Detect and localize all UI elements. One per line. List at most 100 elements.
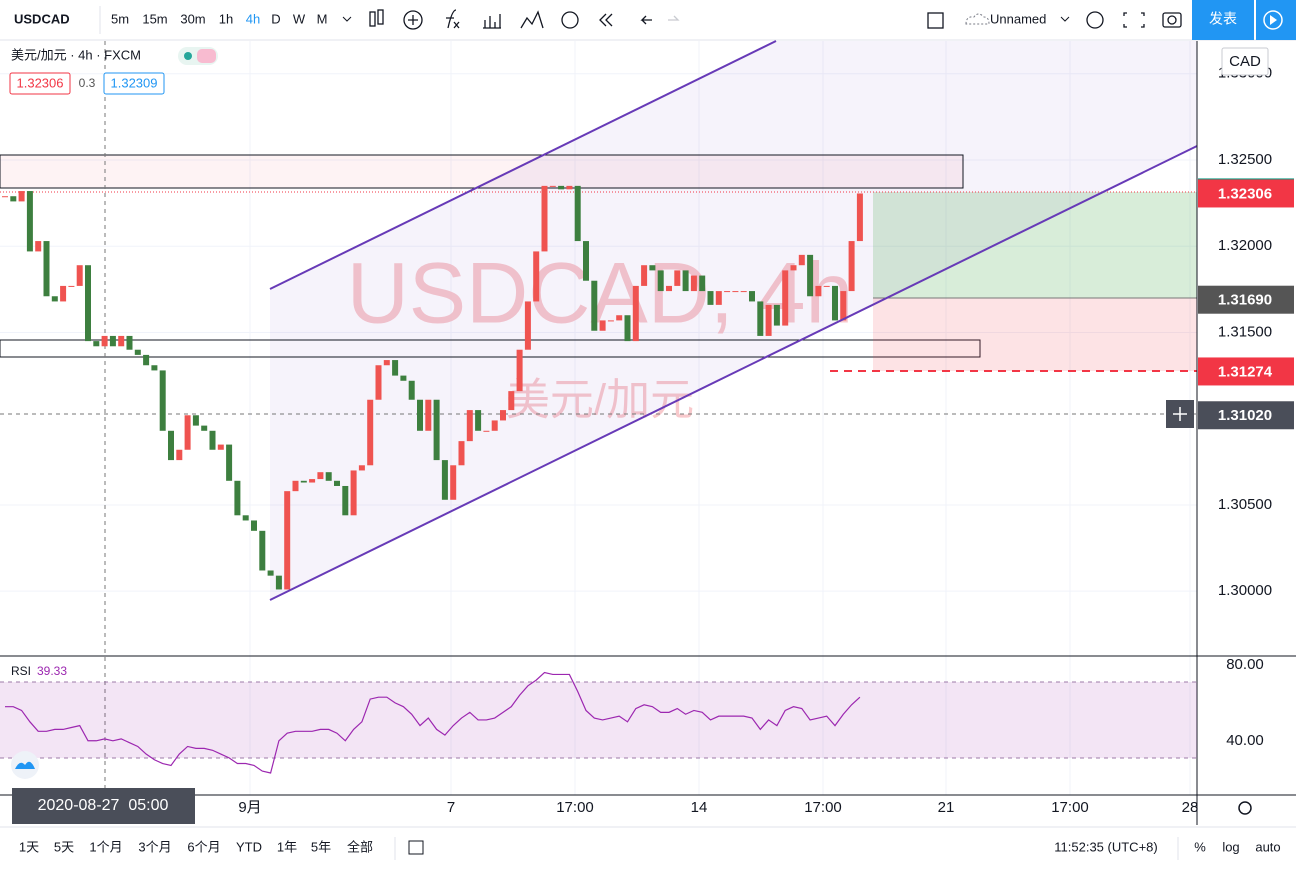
price-pane [0, 41, 1197, 655]
icon-fullscreen[interactable] [1123, 12, 1145, 28]
layout-name[interactable]: Unnamed [990, 11, 1046, 26]
ask-box[interactable] [103, 72, 165, 95]
symbol[interactable]: USDCAD [14, 11, 70, 26]
candle [599, 320, 606, 331]
range-button[interactable]: 1年 [277, 839, 297, 854]
auto-toggle[interactable]: auto [1255, 839, 1280, 854]
icon-undo[interactable] [640, 15, 652, 25]
candle [624, 315, 631, 342]
interval[interactable]: M [317, 11, 328, 26]
long-target-zone[interactable] [873, 192, 1197, 298]
goto-date-icon[interactable] [408, 840, 424, 855]
price-tick-label: 1.32500 [1218, 151, 1272, 168]
time-label: 14 [691, 799, 708, 816]
clock: 11:52:35 (UTC+8) [1054, 839, 1157, 854]
channel-upper[interactable] [269, 40, 777, 290]
interval[interactable]: 4h [246, 11, 260, 26]
candle [715, 291, 722, 305]
interval[interactable]: D [271, 11, 280, 26]
price-tick-label: 1.30000 [1218, 582, 1272, 599]
candle [383, 360, 390, 366]
candle [126, 335, 133, 350]
candle [226, 444, 233, 481]
candle [18, 191, 25, 202]
icon-compare[interactable] [520, 10, 544, 29]
interval[interactable]: 15m [142, 11, 167, 26]
candle [773, 304, 780, 326]
candle [757, 301, 764, 336]
axis-settings[interactable] [1238, 801, 1252, 815]
range-button[interactable]: 1个月 [89, 839, 122, 854]
candle [475, 410, 482, 431]
candle [558, 185, 565, 190]
support-zone[interactable] [0, 339, 981, 358]
interval[interactable]: 30m [180, 11, 205, 26]
candle [325, 472, 332, 481]
range-button[interactable]: 6个月 [187, 839, 220, 854]
candle [682, 270, 689, 292]
resistance-zone[interactable] [0, 154, 964, 189]
percent-toggle[interactable]: % [1194, 839, 1206, 854]
candle [425, 399, 432, 431]
candle [259, 530, 266, 571]
candle [10, 196, 17, 202]
candle [840, 291, 847, 321]
candle [168, 430, 174, 461]
log-toggle[interactable]: log [1222, 839, 1239, 854]
icon-indicator-add[interactable] [403, 10, 423, 30]
rsi-tick-label: 80.00 [1226, 656, 1264, 673]
rsi-value: 39.33 [37, 664, 67, 678]
icon-alert[interactable] [561, 11, 579, 29]
candle [408, 380, 415, 400]
icon-plus [408, 15, 418, 25]
currency-box[interactable] [1221, 47, 1269, 76]
icon-settings[interactable] [1086, 11, 1104, 29]
range-button[interactable]: 全部 [347, 839, 373, 854]
candle [832, 285, 838, 321]
icon-snapshot[interactable] [1162, 12, 1182, 28]
bid-box[interactable] [9, 72, 71, 95]
interval-dropdown[interactable] [342, 16, 352, 22]
range-button[interactable]: 3个月 [138, 839, 171, 854]
candle [699, 275, 706, 292]
price-tick-label: 1.31500 [1218, 323, 1272, 340]
candle [209, 430, 216, 450]
interval[interactable]: 1h [219, 11, 233, 26]
play-icon [1270, 15, 1277, 25]
status-dot [184, 52, 192, 60]
candle [674, 270, 681, 286]
long-stop-zone[interactable] [873, 298, 1197, 371]
rsi-name: RSI [11, 664, 31, 678]
layout-dropdown[interactable] [1060, 16, 1070, 22]
time-label: 21 [938, 799, 955, 816]
icon-chart[interactable] [483, 14, 501, 29]
candle [856, 193, 863, 242]
interval[interactable]: W [293, 11, 306, 26]
range-button[interactable]: 5年 [311, 839, 331, 854]
publish-button[interactable] [1192, 0, 1254, 40]
icon-fx[interactable] [446, 9, 460, 29]
candle [375, 365, 382, 400]
publish-label: 发表 [1209, 11, 1237, 27]
channel-lower[interactable] [269, 145, 1198, 601]
candle [176, 449, 183, 461]
candle [251, 520, 257, 531]
candle [417, 399, 423, 431]
candle [616, 315, 623, 321]
candle [242, 515, 249, 521]
icon-checkbox[interactable] [927, 12, 944, 29]
icon-candles2 [377, 9, 384, 25]
candle [101, 335, 108, 347]
price-tick-label: 1.32000 [1218, 237, 1272, 254]
bid: 1.32306 [17, 75, 64, 90]
ask: 1.32309 [111, 75, 158, 90]
interval[interactable]: 5m [111, 11, 129, 26]
range-button[interactable]: YTD [236, 839, 262, 854]
rsi-band [0, 682, 1197, 758]
range-button[interactable]: 5天 [54, 839, 74, 854]
range-button[interactable]: 1天 [19, 839, 39, 854]
tv-logo-mark [15, 761, 35, 769]
candle [143, 354, 150, 366]
icon-candles[interactable] [369, 11, 376, 27]
icon-replay[interactable] [599, 13, 613, 27]
